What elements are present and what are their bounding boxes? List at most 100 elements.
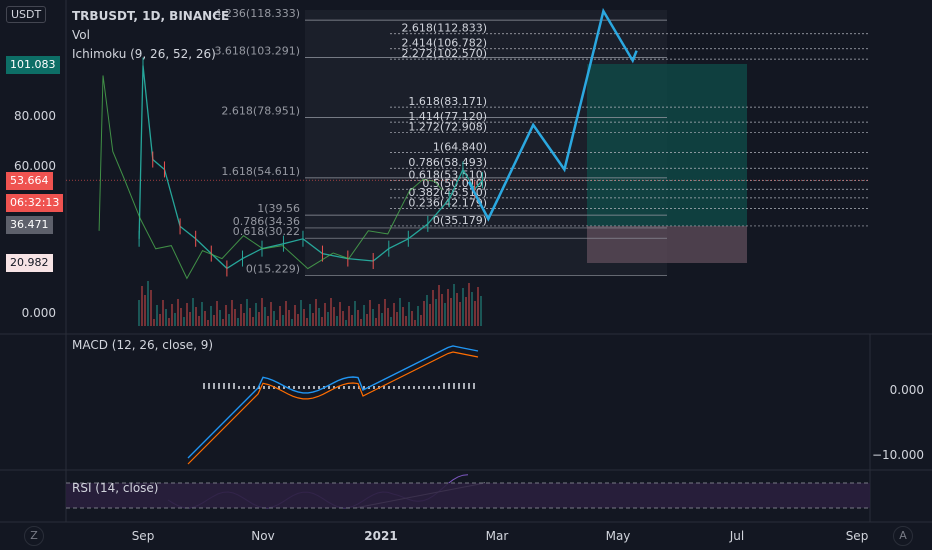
target-zone-box[interactable] xyxy=(587,64,747,226)
volume-bar xyxy=(273,311,275,326)
macd-signal-line[interactable] xyxy=(187,351,479,465)
volume-bar xyxy=(144,295,146,326)
volume-bar xyxy=(471,292,473,326)
macd-histogram-bar xyxy=(263,386,265,389)
volume-bar xyxy=(372,309,374,326)
projection-path[interactable] xyxy=(467,7,638,222)
volume-bar xyxy=(303,309,305,326)
macd-histogram-bar xyxy=(328,386,330,389)
volume-bar xyxy=(375,318,377,326)
vol-legend[interactable]: Vol xyxy=(72,28,90,42)
macd-histogram-bar xyxy=(238,386,240,389)
macd-histogram-bar xyxy=(268,386,270,389)
price-series-line[interactable] xyxy=(138,65,483,270)
volume-bar xyxy=(420,315,422,326)
macd-histogram-bar xyxy=(303,386,305,389)
fib-label: 0.618(30.22 xyxy=(233,225,300,238)
volume-bar xyxy=(354,301,356,326)
price-badge[interactable]: 36.471 xyxy=(6,216,53,234)
volume-bar xyxy=(150,290,152,326)
time-axis-label: Mar xyxy=(486,529,509,543)
volume-bar xyxy=(204,311,206,326)
volume-bar xyxy=(264,307,266,326)
macd-line[interactable] xyxy=(187,345,479,459)
volume-bar xyxy=(384,299,386,326)
volume-bar xyxy=(177,299,179,326)
volume-bar xyxy=(411,311,413,326)
volume-bar xyxy=(390,317,392,326)
macd-histogram-bar xyxy=(393,386,395,389)
volume-bar xyxy=(321,317,323,326)
volume-bar xyxy=(468,283,470,326)
volume-bar xyxy=(288,310,290,326)
macd-histogram-bar xyxy=(373,386,375,389)
volume-bar xyxy=(171,304,173,326)
volume-bar xyxy=(315,299,317,326)
fib-level-label: 0.786(58.493) xyxy=(408,156,487,169)
volume-bar xyxy=(480,296,482,326)
volume-bar xyxy=(228,314,230,326)
volume-bar xyxy=(192,298,194,326)
auto-scale-button[interactable]: A xyxy=(893,526,913,546)
fib-level-label: 1.272(72.908) xyxy=(408,121,487,134)
macd-histogram-bar xyxy=(228,383,230,389)
volume-bar xyxy=(159,314,161,326)
volume-bar xyxy=(378,304,380,326)
volume-bar xyxy=(216,301,218,326)
macd-histogram-bar xyxy=(418,386,420,389)
volume-bar xyxy=(180,308,182,326)
fib-level-label: 0.382(46.510) xyxy=(408,186,487,199)
macd-histogram-bar xyxy=(463,383,465,389)
volume-bar xyxy=(429,304,431,326)
volume-bar xyxy=(330,298,332,326)
time-axis-label: Nov xyxy=(251,529,274,543)
volume-bar xyxy=(459,302,461,326)
time-axis-label: Jul xyxy=(729,529,744,543)
macd-histogram-bar xyxy=(413,386,415,389)
macd-histogram-bar xyxy=(438,386,440,389)
volume-bar xyxy=(183,317,185,326)
volume-bar xyxy=(399,298,401,326)
macd-legend[interactable]: MACD (12, 26, close, 9) xyxy=(72,338,214,352)
price-badge[interactable]: 53.664 xyxy=(6,172,53,190)
volume-bar xyxy=(426,295,428,326)
fib-level-label: 1(64.840) xyxy=(433,141,487,154)
macd-histogram-bar xyxy=(453,383,455,389)
macd-axis-tick: −10.000 xyxy=(872,448,924,462)
volume-bar xyxy=(447,289,449,326)
price-badge[interactable]: 101.083 xyxy=(6,56,60,74)
volume-bar xyxy=(231,300,233,326)
volume-bar xyxy=(240,304,242,326)
zoom-corner-left[interactable]: Z xyxy=(24,526,44,546)
volume-bar xyxy=(366,314,368,326)
price-badge[interactable]: 20.982 xyxy=(6,254,53,272)
volume-bar xyxy=(243,313,245,326)
macd-histogram-bar xyxy=(428,386,430,389)
fib-level-label: 2.618(112.833) xyxy=(401,22,487,35)
price-badge[interactable]: 06:32:13 xyxy=(6,194,64,212)
volume-bar xyxy=(186,303,188,326)
symbol-title[interactable]: TRBUSDT, 1D, BINANCE xyxy=(72,9,230,23)
volume-bar xyxy=(300,300,302,326)
rsi-legend[interactable]: RSI (14, close) xyxy=(72,481,159,495)
volume-bar xyxy=(258,312,260,326)
volume-bar xyxy=(174,313,176,326)
volume-bar xyxy=(333,307,335,326)
ichimoku-lagging-line[interactable] xyxy=(98,75,443,280)
volume-bar xyxy=(210,306,212,326)
volume-bar xyxy=(417,306,419,326)
macd-histogram-bar xyxy=(458,383,460,389)
macd-histogram-bar xyxy=(433,386,435,389)
volume-bar xyxy=(222,319,224,326)
macd-histogram-bar xyxy=(398,386,400,389)
fib-level-label: 1.618(83.171) xyxy=(408,95,487,108)
macd-histogram-bar xyxy=(248,386,250,389)
fib-label: 4.236(118.333) xyxy=(214,7,300,20)
currency-badge[interactable]: USDT xyxy=(6,6,47,23)
macd-histogram-bar xyxy=(338,386,340,389)
macd-histogram-bar xyxy=(388,386,390,389)
stop-zone-box[interactable] xyxy=(587,226,747,263)
volume-bar xyxy=(405,316,407,326)
ichimoku-legend[interactable]: Ichimoku (9, 26, 52, 26) xyxy=(72,47,216,61)
